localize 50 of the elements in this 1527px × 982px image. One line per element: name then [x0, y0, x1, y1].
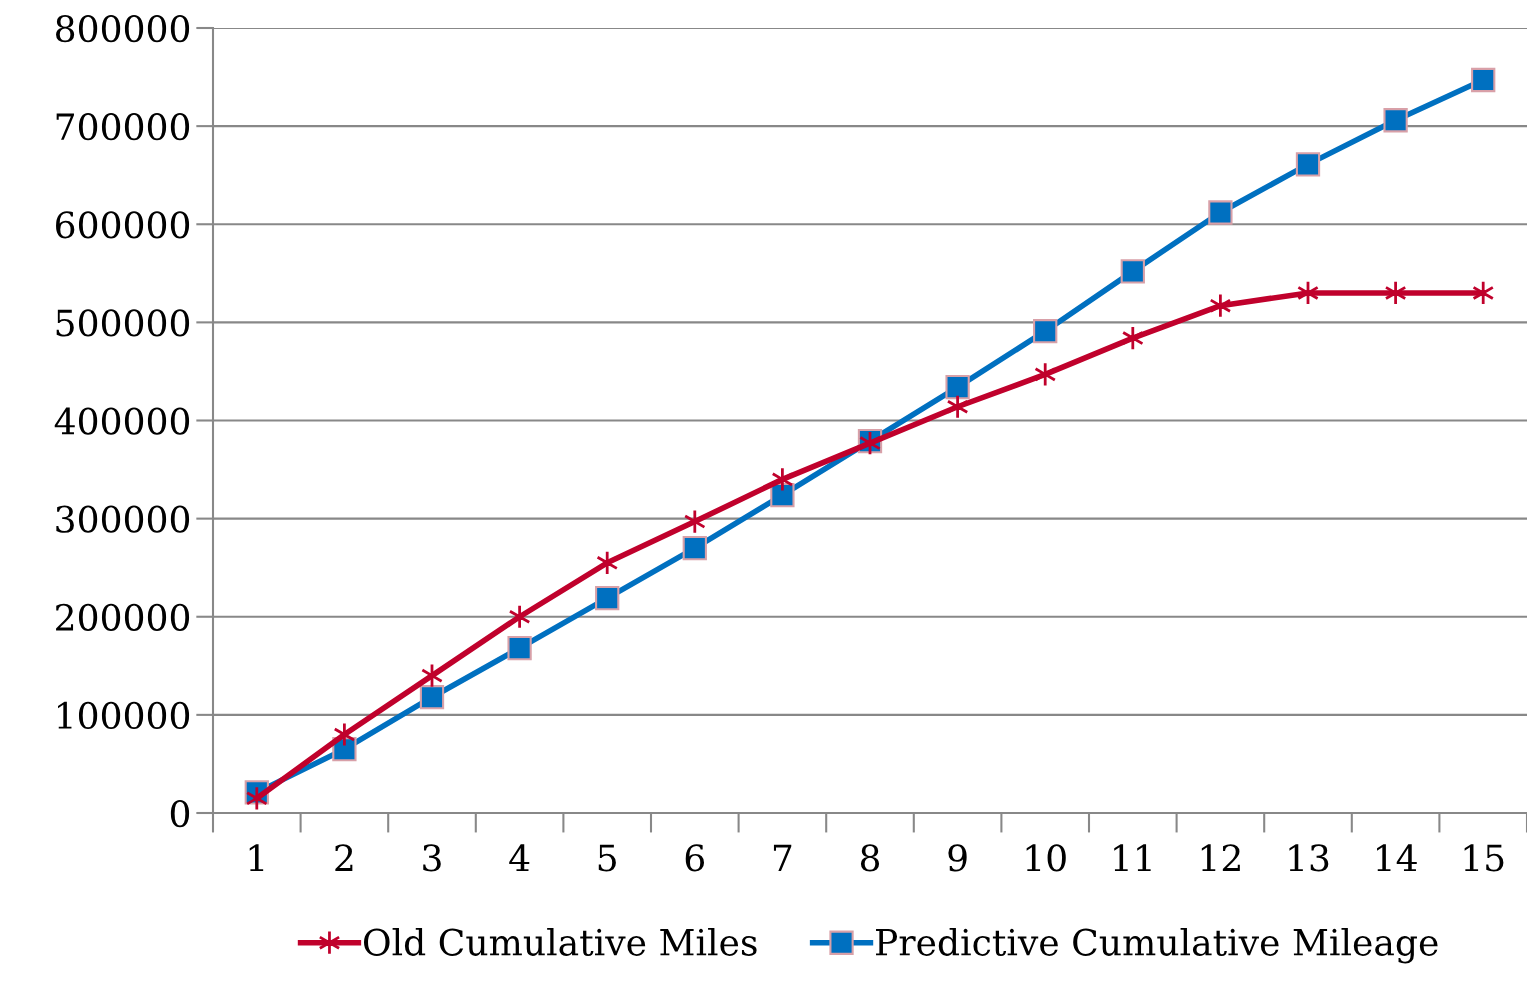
x-tick-label: 8 [860, 844, 880, 872]
x-tick-label: 12 [1201, 844, 1240, 871]
point [507, 636, 532, 661]
point [595, 585, 620, 611]
x-tick-label: 5 [598, 844, 616, 872]
x-tick-label: 9 [948, 844, 967, 872]
point [1033, 319, 1058, 344]
x-tick-label: 10 [1026, 844, 1066, 872]
point [1295, 152, 1321, 177]
x-tick-label: 1 [249, 844, 264, 871]
point [1471, 67, 1496, 93]
y-tick-label: 0 [170, 799, 190, 828]
point [1209, 293, 1232, 319]
x-tick-label: 6 [685, 844, 705, 872]
y-tick-label: 400000 [54, 407, 190, 435]
point [1384, 280, 1407, 306]
point [771, 466, 794, 492]
legend-label: Predictive Cumulative Mileage [876, 927, 1438, 964]
point [683, 509, 706, 535]
point [1383, 108, 1408, 133]
point [1120, 259, 1145, 284]
point [770, 482, 795, 508]
x-tick-label: 13 [1289, 844, 1329, 872]
x-tick-label: 7 [773, 844, 792, 871]
y-tick-label: 100000 [58, 701, 190, 730]
x-tick-label: 3 [423, 844, 441, 872]
legend-label: Old Cumulative Miles [363, 927, 757, 956]
x-tick-label: 2 [335, 844, 353, 871]
point [1472, 280, 1495, 306]
y-tick-label: 600000 [56, 211, 190, 239]
y-tick-label: 800000 [56, 14, 190, 43]
point [596, 550, 619, 576]
point [1208, 200, 1233, 225]
point [682, 535, 707, 561]
x-tick-label: 15 [1464, 844, 1504, 872]
y-tick-label: 500000 [56, 309, 190, 337]
point [245, 785, 268, 811]
y-tick-label: 300000 [56, 505, 190, 533]
point [419, 685, 445, 710]
x-tick-label: 4 [509, 844, 530, 871]
x-tick-label: 14 [1377, 844, 1417, 871]
x-tick-label: 11 [1114, 844, 1151, 871]
point [945, 374, 970, 400]
point [1034, 361, 1057, 387]
point [946, 394, 969, 420]
point [508, 604, 531, 630]
point [333, 722, 356, 747]
y-tick-label: 700000 [56, 113, 190, 141]
point [1121, 325, 1144, 351]
y-tick-label: 200000 [56, 603, 190, 631]
